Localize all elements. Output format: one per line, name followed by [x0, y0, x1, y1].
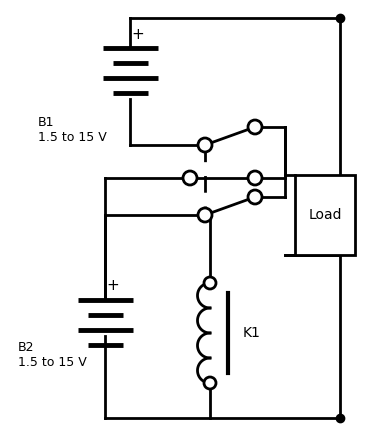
Text: +: + — [131, 26, 144, 42]
Circle shape — [248, 120, 262, 134]
Circle shape — [183, 171, 197, 185]
Text: B2
1.5 to 15 V: B2 1.5 to 15 V — [18, 341, 87, 369]
Text: +: + — [107, 279, 119, 293]
Circle shape — [248, 190, 262, 204]
Text: Load: Load — [308, 208, 342, 222]
Circle shape — [204, 377, 216, 389]
Circle shape — [198, 138, 212, 152]
Text: B1
1.5 to 15 V: B1 1.5 to 15 V — [38, 116, 107, 144]
Circle shape — [248, 171, 262, 185]
Bar — [295, 175, 355, 255]
Text: K1: K1 — [243, 326, 261, 340]
Circle shape — [198, 208, 212, 222]
Circle shape — [204, 277, 216, 289]
